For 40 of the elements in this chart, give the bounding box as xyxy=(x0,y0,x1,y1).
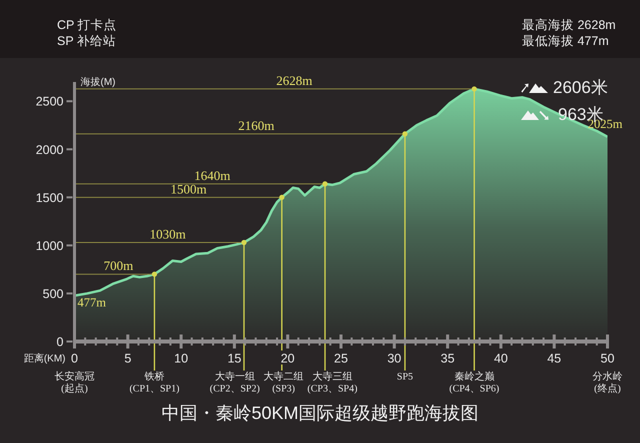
annotation: 477m xyxy=(78,296,106,310)
y-tick-label: 2000 xyxy=(36,142,64,157)
y-tick-label: 500 xyxy=(42,286,64,301)
y-axis-title: 海拔(M) xyxy=(80,76,116,88)
x-tick-label: 30 xyxy=(387,352,402,366)
ref-line-label: 1500m xyxy=(170,181,207,196)
x-tick-label: 45 xyxy=(547,352,562,366)
ref-line-label: 铁桥 (CP1、SP1) xyxy=(129,370,180,394)
ref-line-label: SP5 xyxy=(396,372,414,382)
ref-line-label: 大寺三组 (CP3、SP4) xyxy=(307,370,358,394)
ref-line-label: 2160m xyxy=(238,118,274,133)
x-tick-label: 40 xyxy=(494,352,508,366)
x-tick-label: 0 xyxy=(71,352,78,366)
x-tick-label: 35 xyxy=(440,352,455,366)
x-tick-label: 50 xyxy=(600,352,614,366)
ref-line-label: 大寺二组 (SP3) xyxy=(264,370,304,394)
x-tick-label: 10 xyxy=(174,352,188,366)
ref-line-label: 秦岭之巅 (CP4、SP6) xyxy=(449,370,500,394)
y-tick-label: 2500 xyxy=(36,94,64,109)
ref-line-label: 2628m xyxy=(276,72,312,88)
text: 最高海拔 2628m xyxy=(522,18,616,32)
x-tick-label: 5 xyxy=(124,352,132,366)
text: 最低海拔 477m xyxy=(522,34,609,48)
text: 长安高冠 (起点) xyxy=(54,370,94,394)
text: 分水岭 (终点) xyxy=(592,370,622,394)
x-axis-title: 距离(KM) xyxy=(24,352,66,364)
y-tick-label: 1000 xyxy=(36,238,64,253)
ref-line-label: 1030m xyxy=(150,226,186,242)
y-tick-label: 1500 xyxy=(36,190,64,205)
text: 中国・秦岭50KM国际超级越野跑海拔图 xyxy=(160,403,480,423)
text: CP 打卡点 xyxy=(57,18,117,32)
x-tick-label: 25 xyxy=(334,352,348,366)
ref-line-label: 1640m xyxy=(194,168,230,183)
ref-line-label: 大寺一组 (CP2、SP2) xyxy=(210,370,260,394)
y-tick-label: 0 xyxy=(56,335,64,349)
x-tick-label: 20 xyxy=(280,352,295,366)
ref-line-label: 700m xyxy=(104,258,134,274)
annotation: 2606米 xyxy=(553,78,608,97)
x-tick-label: 15 xyxy=(227,352,242,366)
text: SP 补给站 xyxy=(57,34,116,48)
